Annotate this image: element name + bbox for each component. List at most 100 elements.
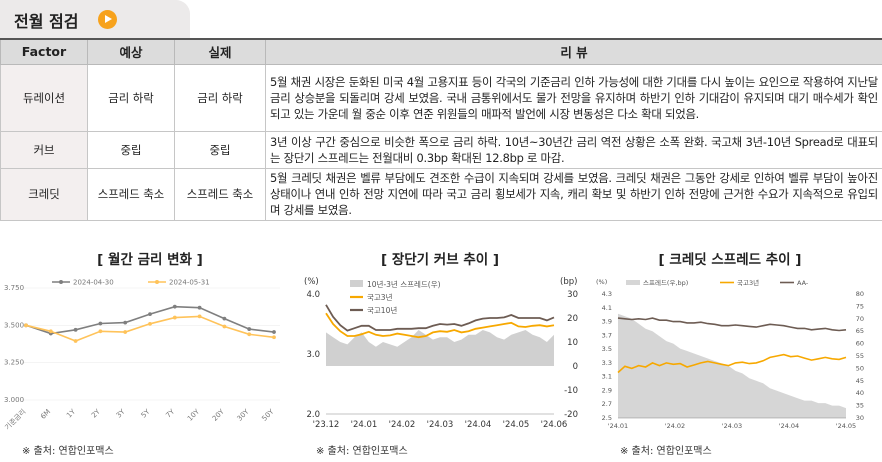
series-line [325, 312, 555, 339]
right-tick-label: -10 [564, 386, 578, 396]
right-tick-label: 30 [567, 290, 578, 300]
right-tick-label: 50 [856, 364, 864, 372]
left-tick-label: 3.3 [602, 359, 612, 367]
series-line [325, 304, 555, 332]
expected-cell: 금리 하락 [87, 63, 175, 132]
credit-spread-chart: (%) 2.5 2.7 2.9 3.1 3.3 3.5 3.7 3.9 4.1 4.3 30 35 40 4… [596, 278, 864, 430]
x-tick-label: 20Y [211, 407, 226, 422]
data-point [222, 316, 227, 321]
legend-label: 스프레드(우,bp) [643, 278, 688, 287]
right-tick-label: 45 [856, 377, 864, 385]
legend-swatch [350, 280, 363, 287]
right-tick-label: 20 [567, 314, 578, 324]
left-tick-label: 2.5 [602, 414, 612, 422]
x-tick-label: '24.04 [465, 420, 492, 430]
x-tick-label: 기준금리 [3, 407, 28, 432]
review-cell: 3년 이상 구간 중심으로 비슷한 폭으로 금리 하락. 10년~30년간 금리… [265, 130, 882, 169]
x-tick-label: '24.04 [779, 422, 799, 430]
right-tick-label: 40 [856, 389, 864, 397]
right-tick-label: 75 [856, 302, 864, 310]
play-arrow-icon[interactable] [98, 10, 117, 29]
left-tick-label: 2.9 [602, 386, 612, 394]
series-line [25, 305, 275, 335]
left-tick-label: 3.5 [602, 345, 612, 353]
series-line [617, 317, 847, 332]
section-header: 전월 점검 [0, 0, 882, 38]
legend-label: 국고3년 [737, 278, 759, 287]
yield-curve-source: ※ 출처: 연합인포맥스 [22, 446, 114, 457]
series-line [617, 353, 847, 374]
legend-label: 국고3년 [367, 292, 393, 302]
legend-label: 2024-05-31 [169, 279, 210, 287]
data-point [172, 315, 177, 320]
right-tick-label: 65 [856, 327, 864, 335]
col-header-expected: 예상 [87, 38, 175, 65]
legend-label: AA- [797, 279, 809, 287]
legend-label: 10년-3년 스프레드(우) [367, 279, 441, 289]
table-row-curve: 커브 중립 중립 3년 이상 구간 중심으로 비슷한 폭으로 금리 하락. 10… [0, 130, 882, 169]
data-point [98, 329, 103, 334]
data-point [98, 321, 103, 326]
data-point [197, 314, 202, 319]
term-spread-source: ※ 출처: 연합인포맥스 [316, 446, 408, 457]
legend-label: 2024-04-30 [73, 279, 114, 287]
data-point [272, 330, 276, 334]
y-tick-label: 3.750 [4, 284, 24, 292]
y-tick-label: 3.500 [4, 321, 24, 329]
left-tick-label: 3.9 [602, 318, 612, 326]
data-point [123, 330, 128, 334]
data-point [247, 332, 252, 337]
x-tick-label: 6M [39, 408, 52, 421]
data-point [73, 339, 78, 343]
x-tick-label: '24.01 [608, 422, 628, 430]
data-point [272, 335, 276, 340]
right-tick-label: 70 [856, 315, 864, 323]
factor-cell: 크레딧 [0, 167, 88, 221]
left-tick-label: 3.7 [602, 331, 612, 339]
review-table: Factor 예상 실제 리 뷰 듀레이션 금리 하락 금리 하락 5월 채권 … [0, 38, 882, 221]
actual-cell: 중립 [174, 130, 266, 169]
data-point [148, 312, 152, 317]
data-point [123, 320, 128, 325]
credit-spread-source: ※ 출처: 연합인포맥스 [620, 446, 712, 457]
x-tick-label: '24.02 [665, 422, 685, 430]
left-tick-label: 3.0 [306, 350, 320, 360]
x-tick-label: '24.05 [503, 420, 530, 430]
col-header-review: 리 뷰 [265, 38, 882, 65]
data-point [247, 327, 252, 331]
x-tick-label: 50Y [260, 407, 275, 422]
legend-marker [155, 280, 159, 284]
data-point [148, 321, 152, 326]
col-header-factor: Factor [0, 38, 88, 65]
data-point [24, 323, 28, 328]
table-header-row: Factor 예상 실제 리 뷰 [0, 38, 882, 65]
legend-label: 국고10년 [367, 305, 397, 315]
left-tick-label: 4.0 [306, 290, 320, 300]
x-tick-label: '24.05 [836, 422, 856, 430]
factor-cell: 커브 [0, 130, 88, 169]
actual-cell: 금리 하락 [174, 63, 266, 132]
yield-curve-chart: 3.000 3.250 3.500 3.750 기준금리 6M 1Y 2Y 3Y 5Y 7Y 10Y 2… [3, 279, 280, 432]
data-point [172, 304, 177, 309]
x-tick-label: 30Y [236, 407, 251, 422]
legend-swatch [626, 280, 640, 285]
review-cell: 5월 크레딧 채권은 벨류 부담에도 견조한 수급이 지속되며 강세를 보였음.… [265, 167, 882, 221]
data-point [48, 329, 53, 334]
table-row-credit: 크레딧 스프레드 축소 스프레드 축소 5월 크레딧 채권은 벨류 부담에도 견… [0, 167, 882, 221]
x-tick-label: '24.01 [351, 420, 378, 430]
right-tick-label: -20 [564, 410, 578, 420]
data-point [222, 324, 227, 329]
x-tick-label: '24.03 [722, 422, 742, 430]
right-tick-label: 55 [856, 352, 864, 360]
x-tick-label: 7Y [164, 407, 176, 419]
left-axis-unit: (%) [304, 277, 319, 287]
right-tick-label: 10 [567, 338, 578, 348]
term-spread-chart: (%) (bp) 2.0 3.0 4.0 -20 -10 0 10 20 30 '23.12 '24.0… [304, 277, 578, 430]
review-cell: 5월 채권 시장은 둔화된 미국 4월 고용지표 등이 각국의 기준금리 인하 … [265, 63, 882, 132]
y-tick-label: 3.000 [4, 396, 24, 404]
x-tick-label: 2Y [90, 407, 102, 419]
spread-area [618, 313, 846, 418]
left-tick-label: 2.7 [602, 400, 612, 408]
right-tick-label: 30 [856, 414, 864, 422]
legend-marker [59, 280, 63, 284]
